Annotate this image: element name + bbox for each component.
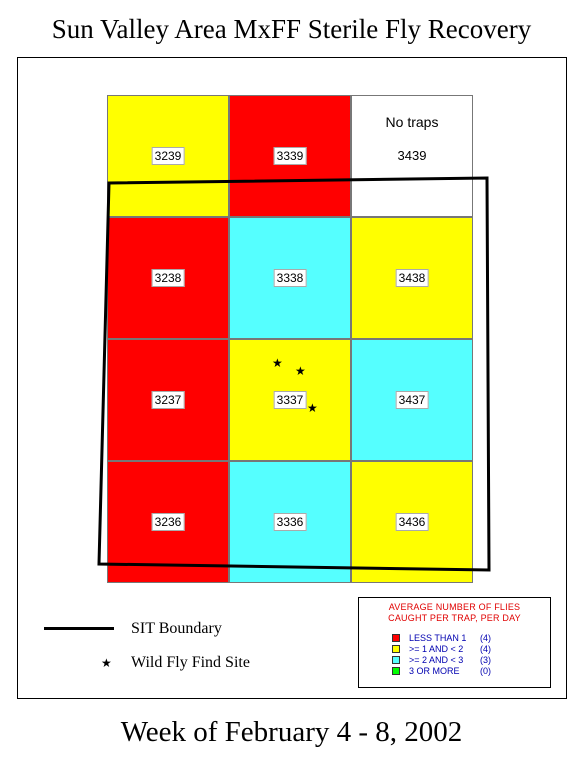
legend-item-count: (3) [480, 655, 491, 665]
cell-id-label: 3238 [151, 269, 185, 287]
cell-id-label: 3237 [151, 391, 185, 409]
grid-cell-3439: No traps 3439 [351, 95, 473, 217]
grid-cell-3336: 3336 [229, 461, 351, 583]
cell-id-label: 3336 [273, 513, 307, 531]
legend-swatch [392, 667, 400, 675]
grid-cell-3339: 3339 [229, 95, 351, 217]
legend-box: AVERAGE NUMBER OF FLIES CAUGHT PER TRAP,… [358, 597, 551, 688]
grid-cell-3236: 3236 [107, 461, 229, 583]
grid-cell-3238: 3238 [107, 217, 229, 339]
cell-id-label: 3339 [273, 147, 307, 165]
wild-fly-key-label: Wild Fly Find Site [131, 654, 250, 671]
map-title: Sun Valley Area MxFF Sterile Fly Recover… [51, 14, 532, 44]
legend-item-label: LESS THAN 1 [409, 633, 467, 643]
wild-fly-find-star-icon: ★ [307, 401, 318, 415]
grid-cell-3239: 3239 [107, 95, 229, 217]
cell-id-label: 3436 [395, 513, 429, 531]
legend-item-count: (0) [480, 666, 491, 676]
sit-boundary-key-label: SIT Boundary [131, 620, 222, 637]
legend-item-count: (4) [480, 644, 491, 654]
grid-cell-3337: 3337 [229, 339, 351, 461]
grid-cell-3436: 3436 [351, 461, 473, 583]
week-caption: Week of February 4 - 8, 2002 [120, 716, 463, 748]
cell-id-label: 3438 [395, 269, 429, 287]
legend-item-label: >= 1 AND < 2 [409, 644, 464, 654]
grid-cell-3438: 3438 [351, 217, 473, 339]
wild-fly-find-star-icon: ★ [272, 356, 283, 370]
cell-id-label: 3437 [395, 391, 429, 409]
cell-id-label: 3337 [273, 391, 307, 409]
legend-item-label: >= 2 AND < 3 [409, 655, 464, 665]
legend-swatch [392, 634, 400, 642]
cell-id-label: 3239 [151, 147, 185, 165]
cell-id-label: 3338 [273, 269, 307, 287]
grid-cell-3437: 3437 [351, 339, 473, 461]
cell-id-label: 3439 [397, 148, 427, 163]
legend-title-line1: AVERAGE NUMBER OF FLIES [388, 602, 521, 612]
cell-id-label: 3236 [151, 513, 185, 531]
legend-swatch [392, 656, 400, 664]
sit-boundary-line [97, 176, 491, 572]
legend-item-count: (4) [480, 633, 491, 643]
legend-title-line2: CAUGHT PER TRAP, PER DAY [388, 613, 521, 623]
wild-fly-key-star-icon: ★ [101, 656, 112, 670]
grid-cell-3338: 3338 [229, 217, 351, 339]
legend-swatch [392, 645, 400, 653]
legend-item-label: 3 OR MORE [409, 666, 460, 676]
wild-fly-find-star-icon: ★ [295, 364, 306, 378]
grid-cell-3237: 3237 [107, 339, 229, 461]
map-frame [17, 57, 567, 699]
cell-note: No traps [385, 114, 439, 130]
sit-boundary-key-line [44, 627, 114, 630]
